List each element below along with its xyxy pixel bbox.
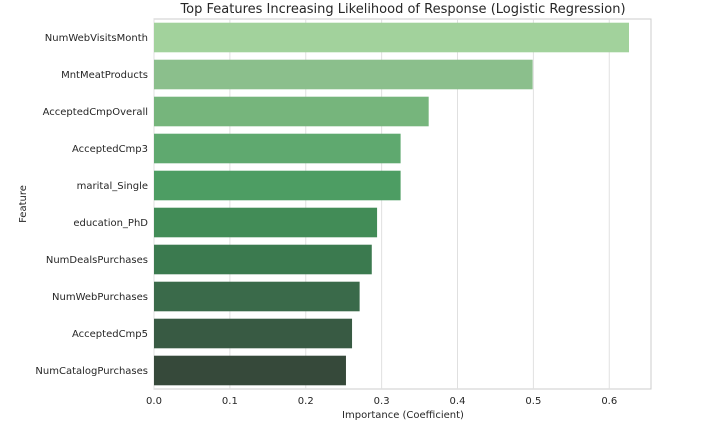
bar-NumWebPurchases bbox=[154, 281, 360, 312]
bar-NumDealsPurchases bbox=[154, 244, 372, 275]
bar-AcceptedCmp3 bbox=[154, 133, 401, 164]
x-tick-labels: 0.0 0.1 0.2 0.3 0.4 0.5 0.6 bbox=[146, 396, 617, 407]
y-tick-label: AcceptedCmp3 bbox=[72, 144, 148, 155]
x-axis-label: Importance (Coefficient) bbox=[342, 410, 464, 421]
x-tick-label: 0.0 bbox=[146, 396, 162, 407]
bar-AcceptedCmpOverall bbox=[154, 96, 429, 127]
y-tick-label: marital_Single bbox=[77, 181, 148, 192]
x-tick-label: 0.5 bbox=[525, 396, 541, 407]
bar-NumWebVisitsMonth bbox=[154, 22, 629, 53]
x-tick-label: 0.3 bbox=[374, 396, 390, 407]
y-tick-label: education_PhD bbox=[73, 218, 148, 229]
x-tick-label: 0.6 bbox=[601, 396, 617, 407]
bars bbox=[154, 22, 629, 386]
y-tick-label: NumWebPurchases bbox=[52, 292, 148, 303]
x-tick-label: 0.2 bbox=[298, 396, 314, 407]
bar-marital_Single bbox=[154, 170, 401, 201]
y-tick-labels: NumWebVisitsMonth MntMeatProducts Accepted… bbox=[35, 33, 148, 377]
y-tick-label: MntMeatProducts bbox=[61, 70, 148, 81]
bar-MntMeatProducts bbox=[154, 59, 533, 90]
x-tick-label: 0.1 bbox=[222, 396, 238, 407]
y-tick-label: AcceptedCmpOverall bbox=[43, 107, 148, 118]
chart-title: Top Features Increasing Likelihood of Re… bbox=[179, 2, 625, 17]
bar-AcceptedCmp5 bbox=[154, 318, 353, 349]
y-axis-label: Feature bbox=[18, 185, 29, 223]
y-tick-label: NumDealsPurchases bbox=[46, 255, 148, 266]
y-tick-label: NumCatalogPurchases bbox=[35, 366, 148, 377]
y-tick-label: NumWebVisitsMonth bbox=[45, 33, 148, 44]
y-tick-label: AcceptedCmp5 bbox=[72, 329, 148, 340]
bar-NumCatalogPurchases bbox=[154, 355, 346, 386]
x-tick-label: 0.4 bbox=[450, 396, 466, 407]
bar-education_PhD bbox=[154, 207, 378, 238]
